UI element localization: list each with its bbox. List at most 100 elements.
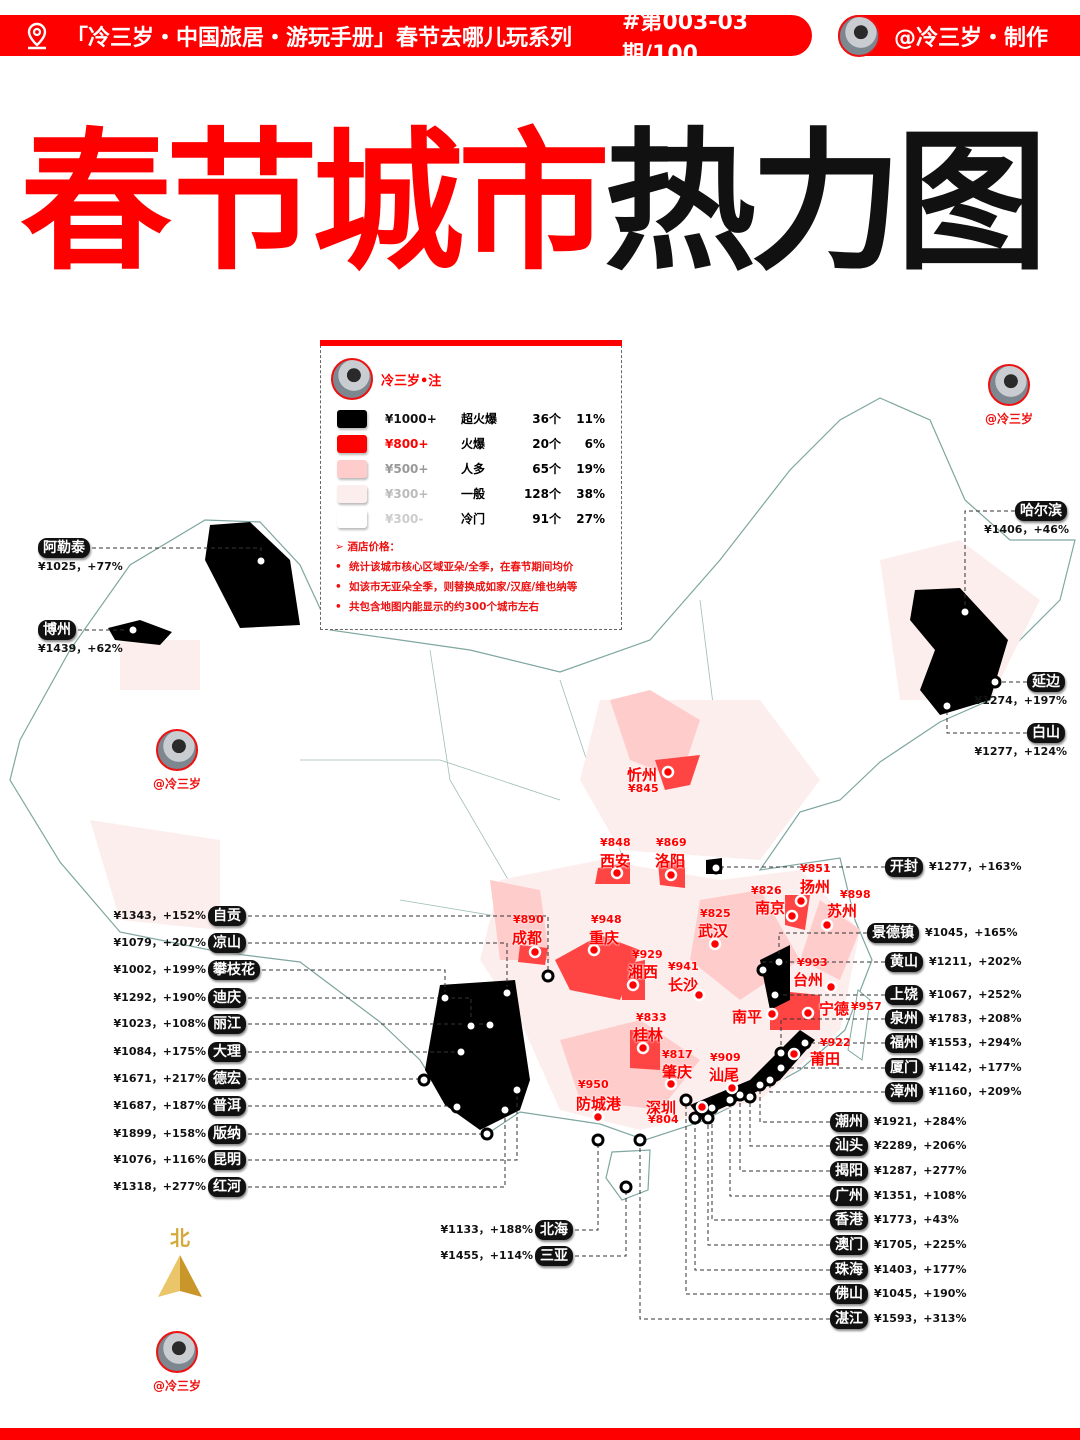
city-pill: 攀枝花 — [208, 960, 260, 980]
city-marker — [438, 991, 452, 1005]
city-pill: 哈尔滨 — [1015, 501, 1067, 521]
red-city-price: ¥869 — [656, 836, 687, 849]
city-price-change: ¥1705，+225% — [874, 1238, 967, 1251]
city-price-change: ¥1671，+217% — [113, 1072, 206, 1085]
leader-line — [749, 1097, 830, 1147]
avatar — [156, 729, 198, 771]
watermark-text: @冷三岁 — [153, 1379, 202, 1393]
city-price-change: ¥1287，+277% — [874, 1164, 967, 1177]
legend-percent: 6% — [584, 436, 605, 451]
city-marker — [756, 963, 770, 977]
leader-line — [262, 969, 446, 998]
city-marker — [633, 1133, 647, 1147]
city-pill: 博州 — [38, 620, 76, 640]
leader-line — [964, 510, 1015, 612]
leader-line — [769, 1080, 885, 1093]
city-pill: 珠海 — [830, 1260, 868, 1280]
city-price-change: ¥1133，+188% — [440, 1223, 533, 1236]
legend-price: ¥300- — [385, 511, 424, 526]
city-pill: 延边 — [1027, 672, 1065, 692]
city-marker — [763, 1073, 777, 1087]
city-marker — [500, 986, 514, 1000]
title-black: 热力图 — [604, 114, 1048, 291]
legend-rows: ¥1000+ 超火爆 36个 11% ¥800+ 火爆 20个 6% ¥500+… — [321, 406, 621, 531]
city-marker — [725, 1081, 739, 1095]
city-pill: 上饶 — [885, 985, 923, 1005]
author-credit: @冷三岁・制作 — [894, 25, 1049, 51]
city-pill: 普洱 — [208, 1096, 246, 1116]
legend-count: 36个 — [532, 412, 561, 426]
city-marker — [798, 1036, 812, 1050]
red-city-name: 洛阳 — [655, 852, 686, 870]
legend-swatch — [337, 459, 367, 478]
city-marker — [988, 675, 1002, 689]
legend-panel: 冷三岁•注 ¥1000+ 超火爆 36个 11% ¥800+ 火爆 20个 6%… — [320, 340, 622, 630]
legend-swatch — [337, 409, 367, 428]
city-marker — [664, 868, 678, 882]
legend-level: 冷门 — [461, 512, 486, 526]
legend-swatch — [337, 484, 367, 503]
red-city-name: 苏州 — [827, 902, 858, 920]
city-price-change: ¥1292，+190% — [113, 991, 206, 1004]
city-pill: 迪庆 — [208, 988, 246, 1008]
leader-line — [248, 915, 549, 976]
leader-line — [778, 932, 867, 962]
legend-percent: 11% — [576, 411, 605, 426]
legend-level: 火爆 — [461, 437, 486, 451]
city-marker — [510, 1083, 524, 1097]
legend-price: ¥1000+ — [385, 411, 437, 426]
city-pill: 红河 — [208, 1177, 246, 1197]
red-city-name: 台州 — [793, 971, 824, 989]
city-marker — [723, 1093, 737, 1107]
city-pill: 凉山 — [208, 933, 246, 953]
legend-percent: 19% — [576, 461, 605, 476]
legend-count: 20个 — [532, 437, 561, 451]
city-price-change: ¥1045，+165% — [925, 926, 1018, 939]
red-city-price: ¥941 — [668, 960, 699, 973]
legend-price: ¥300+ — [385, 486, 429, 501]
city-price-change: ¥1406，+46% — [984, 523, 1069, 536]
city-marker — [254, 554, 268, 568]
city-pill: 潮州 — [830, 1112, 868, 1132]
author-banner: @冷三岁・制作 — [838, 14, 1080, 57]
city-pill: 德宏 — [208, 1069, 246, 1089]
leader-line — [248, 1078, 425, 1080]
watermark-avatar: @冷三岁 — [985, 364, 1033, 427]
leader-line — [248, 942, 508, 993]
city-marker — [695, 1100, 709, 1114]
city-price-change: ¥1593，+313% — [874, 1312, 967, 1325]
city-pill: 广州 — [830, 1186, 868, 1206]
legend-swatch — [337, 434, 367, 453]
red-city-name: 武汉 — [698, 922, 729, 940]
city-marker — [636, 1041, 650, 1055]
city-price-change: ¥1553，+294% — [929, 1036, 1022, 1049]
city-price-change: ¥2289，+206% — [874, 1139, 967, 1152]
city-price-change: ¥1343，+152% — [113, 909, 206, 922]
title-red: 春节城市 — [20, 114, 610, 291]
red-city-name: 西安 — [600, 852, 631, 870]
legend-count: 65个 — [532, 462, 561, 476]
legend-percent: 27% — [576, 511, 605, 526]
red-city-price: ¥950 — [578, 1078, 609, 1091]
city-marker — [464, 1019, 478, 1033]
north-label: 北 — [170, 1226, 190, 1250]
city-marker — [743, 1090, 757, 1104]
note-text: 共包含地图内能显示的约300个城市左右 — [349, 601, 539, 613]
legend-notes: ➢ 酒店价格： • 统计该城市核心区域亚朵/全季，在春节期间均价 • 如该市无亚… — [335, 539, 621, 614]
city-pill: 昆明 — [208, 1150, 246, 1170]
city-pill: 开封 — [885, 857, 923, 877]
leader-line — [729, 1100, 830, 1197]
city-marker — [126, 623, 140, 637]
red-city-price: ¥833 — [636, 1011, 667, 1024]
red-city-name: 忻州 — [627, 766, 658, 784]
series-title: 「冷三岁・中国旅居・游玩手册」春节去哪儿玩系列 — [66, 25, 573, 51]
city-pill: 大理 — [208, 1042, 246, 1062]
city-price-change: ¥1921，+284% — [874, 1115, 967, 1128]
legend-row: ¥300- 冷门 91个 27% — [337, 506, 621, 531]
city-marker — [794, 894, 808, 908]
red-city-price: ¥890 — [513, 913, 544, 926]
city-marker — [664, 1077, 678, 1091]
city-marker — [619, 1180, 633, 1194]
city-price-change: ¥1277，+163% — [929, 860, 1022, 873]
